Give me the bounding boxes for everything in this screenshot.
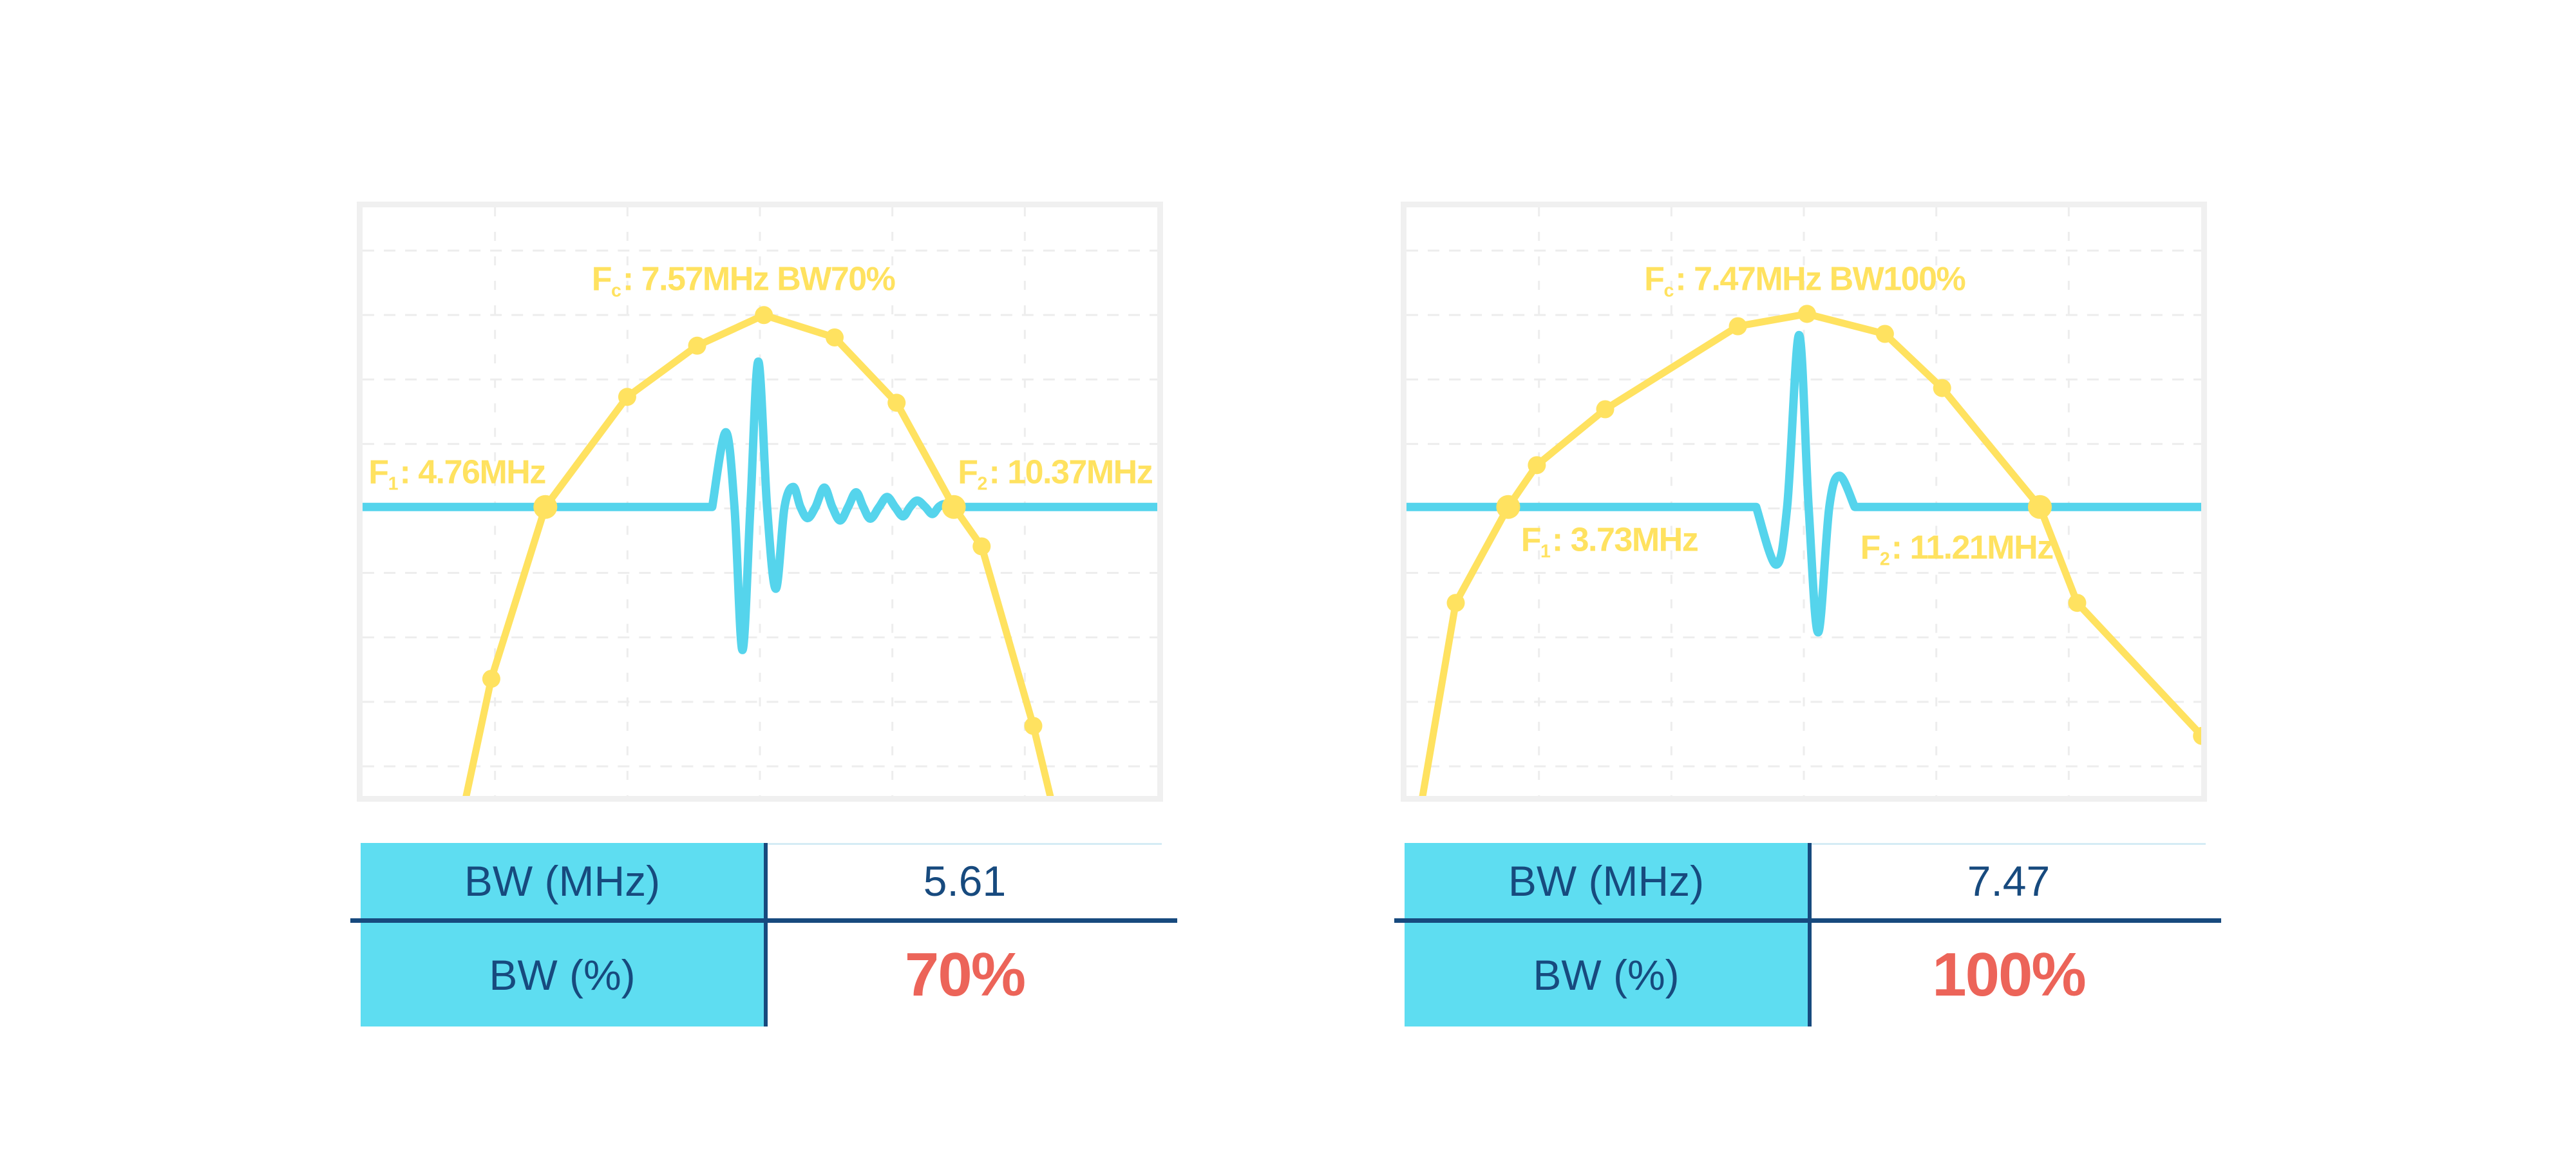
table-row-divider [350,918,1177,923]
f2-annotation: F2: 11.21MHz [1860,529,2054,570]
table-top-border [768,843,1162,845]
bw-mhz-label: BW (MHz) [1508,856,1705,905]
table-column-divider [1808,843,1812,1026]
table-row-divider [1394,918,2221,923]
table-label-column [361,843,764,1026]
f1-symbol: F [1520,521,1542,559]
f1-value: : 4.76MHz [399,453,546,491]
f1-annotation: F1: 4.76MHz [368,453,546,495]
fc-subscript: c [611,280,621,301]
bw-percent-label: BW (%) [1533,951,1680,999]
f2-annotation: F2: 10.37MHz [958,453,1153,495]
table-column-divider [764,843,768,1026]
f1-annotation: F1: 3.73MHz [1520,521,1699,562]
f2-subscript: 2 [977,473,988,495]
fc-value: : 7.47MHz BW100% [1675,260,1965,298]
bw-table-narrowband: BW (MHz) 5.61 BW (%) 70% [350,843,1177,1026]
bw-mhz-value: 7.47 [1967,856,2050,905]
f1-symbol: F [368,453,389,491]
f2-subscript: 2 [1879,549,1890,570]
bw-table-broadband: BW (MHz) 7.47 BW (%) 100% [1394,843,2221,1026]
chart-canvas-broadband [1406,207,2201,796]
fc-subscript: c [1663,280,1674,301]
f2-value: : 11.21MHz [1891,529,2054,567]
spectrum-chart-broadband: Fc: 7.47MHz BW100% F1: 3.73MHz F2: 11.21… [1401,202,2207,802]
table-top-border [1812,843,2206,845]
f1-value: : 3.73MHz [1551,521,1699,559]
fc-symbol: F [1644,260,1665,298]
bw-mhz-value: 5.61 [923,856,1007,905]
bw-percent-value: 70% [904,940,1026,1009]
chart-canvas-narrowband [363,207,1157,796]
fc-symbol: F [591,260,612,298]
bw-mhz-label: BW (MHz) [464,856,661,905]
fc-annotation: Fc: 7.57MHz BW70% [591,260,896,301]
f1-subscript: 1 [388,473,399,495]
spectrum-chart-narrowband: Fc: 7.57MHz BW70% F1: 4.76MHz F2: 10.37M… [357,202,1163,802]
f2-symbol: F [958,453,978,491]
table-label-column [1405,843,1808,1026]
bw-percent-label: BW (%) [489,951,636,999]
fc-value: : 7.57MHz BW70% [622,260,896,298]
f2-symbol: F [1860,529,1881,567]
fc-annotation: Fc: 7.47MHz BW100% [1644,260,1966,301]
f2-value: : 10.37MHz [989,453,1153,491]
bw-percent-value: 100% [1932,940,2087,1009]
f1-subscript: 1 [1540,541,1551,562]
